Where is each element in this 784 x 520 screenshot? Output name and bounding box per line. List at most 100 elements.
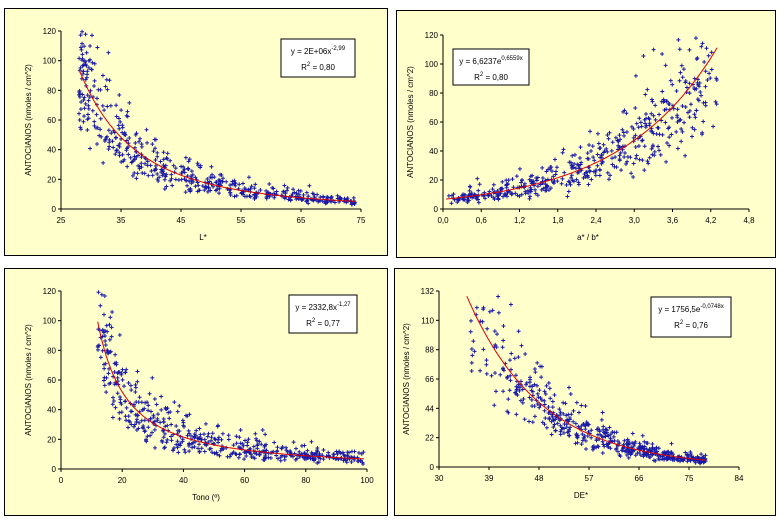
data-point (551, 174, 556, 179)
data-point (678, 117, 683, 122)
data-point (651, 458, 656, 463)
data-point (210, 172, 215, 177)
data-point (544, 383, 549, 388)
data-point (608, 446, 613, 451)
data-point (161, 428, 166, 433)
data-point (505, 190, 510, 195)
data-point (192, 434, 197, 439)
data-point (484, 371, 489, 376)
data-point (326, 450, 331, 455)
data-point (532, 404, 537, 409)
data-point (183, 450, 188, 455)
data-point (134, 399, 139, 404)
data-point (155, 412, 160, 417)
data-point (117, 141, 122, 146)
data-point (618, 454, 623, 459)
data-point (197, 442, 202, 447)
data-point (162, 446, 167, 451)
data-point (585, 156, 590, 161)
data-point (667, 135, 672, 140)
data-point (640, 158, 645, 163)
data-point (547, 386, 552, 391)
data-point (566, 412, 571, 417)
data-point (186, 443, 191, 448)
data-point (558, 423, 563, 428)
data-point (186, 166, 191, 171)
data-point (610, 156, 615, 161)
data-point (232, 180, 237, 185)
data-point (667, 143, 672, 148)
data-point (544, 425, 549, 430)
data-point (344, 460, 349, 465)
data-point (636, 446, 641, 451)
data-point (294, 446, 299, 451)
data-point (456, 197, 461, 202)
y-tick-label: 80 (429, 89, 438, 98)
data-point (104, 390, 109, 395)
data-point (607, 425, 612, 430)
data-point (649, 129, 654, 134)
data-point (601, 424, 606, 429)
data-point (82, 59, 87, 64)
data-point (670, 458, 675, 463)
data-point (641, 53, 646, 58)
data-point (449, 201, 454, 206)
data-point (161, 435, 166, 440)
data-point (569, 166, 574, 171)
data-point (568, 160, 573, 165)
data-point (600, 159, 605, 164)
data-point (489, 194, 494, 199)
data-point (625, 159, 630, 164)
data-point (285, 449, 290, 454)
data-point (169, 438, 174, 443)
data-point (187, 412, 192, 417)
data-point (687, 47, 692, 52)
data-point (244, 454, 249, 459)
data-point (610, 429, 615, 434)
data-point (631, 127, 636, 132)
data-point (622, 133, 627, 138)
data-point (148, 416, 153, 421)
data-point (640, 433, 645, 438)
data-point (550, 412, 555, 417)
data-point (652, 149, 657, 154)
y-tick-label: 110 (421, 316, 434, 325)
data-point (649, 97, 654, 102)
data-point (232, 194, 237, 199)
data-point (143, 400, 148, 405)
data-point (643, 451, 648, 456)
data-point (703, 69, 708, 74)
data-point (540, 420, 545, 425)
data-point (220, 179, 225, 184)
data-point (505, 374, 510, 379)
data-point (603, 434, 608, 439)
data-point (216, 437, 221, 442)
data-point (561, 430, 566, 435)
data-point (105, 87, 110, 92)
data-point (564, 182, 569, 187)
x-tick-label: 60 (240, 476, 249, 485)
data-point (77, 56, 82, 61)
data-point (577, 155, 582, 160)
data-point (264, 448, 269, 453)
data-point (349, 459, 354, 464)
data-point (496, 294, 501, 299)
data-point (581, 175, 586, 180)
data-point (161, 157, 166, 162)
data-point (268, 455, 273, 460)
data-point (513, 390, 518, 395)
data-point (179, 177, 184, 182)
data-point (243, 438, 248, 443)
data-point (108, 103, 113, 108)
data-point (572, 152, 577, 157)
data-point (167, 416, 172, 421)
data-point (565, 194, 570, 199)
data-point (257, 452, 262, 457)
data-point (123, 370, 128, 375)
data-point (126, 425, 131, 430)
y-tick-label: 60 (429, 118, 438, 127)
y-tick-label: 0 (52, 465, 57, 474)
data-point (552, 392, 557, 397)
data-point (242, 186, 247, 191)
data-point (170, 448, 175, 453)
